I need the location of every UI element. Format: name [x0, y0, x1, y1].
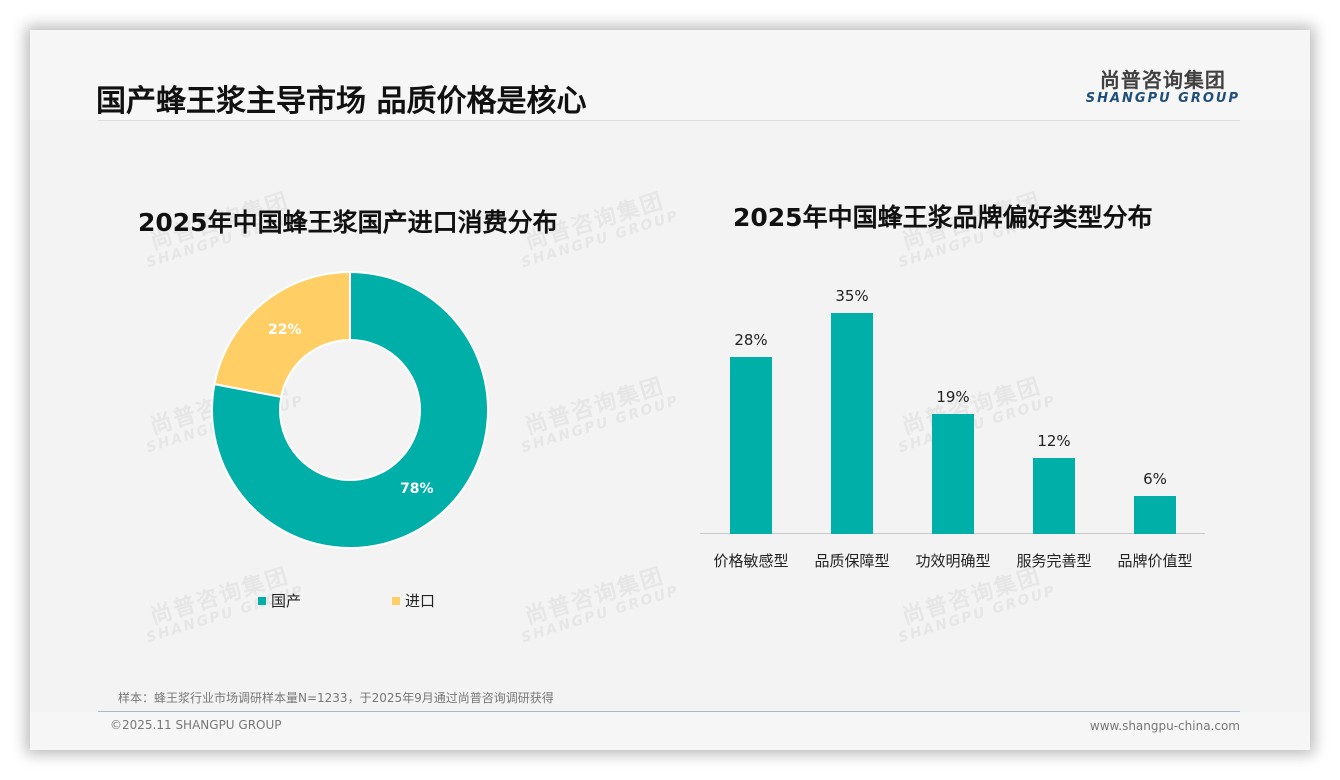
- bar-value-label: 35%: [835, 287, 869, 305]
- bar-value-label: 6%: [1143, 470, 1167, 489]
- donut-legend: 国产 进口: [258, 590, 435, 611]
- page-title: 国产蜂王浆主导市场 品质价格是核心: [96, 84, 587, 119]
- sample-footnote: 样本：蜂王浆行业市场调研样本量N=1233，于2025年9月通过尚普咨询调研获得: [118, 691, 554, 705]
- slide: 国产蜂王浆主导市场 品质价格是核心 尚普咨询集团 SHANGPU GROUP 尚…: [30, 30, 1310, 750]
- x-axis-category-label: 品质保障型: [814, 552, 890, 570]
- website-link[interactable]: www.shangpu-china.com: [1089, 719, 1240, 733]
- logo-en-text: SHANGPU GROUP: [1085, 91, 1240, 106]
- header-divider: [98, 120, 1240, 121]
- x-axis-category-label: 价格敏感型: [713, 552, 789, 570]
- donut-chart: 78% 22%: [210, 270, 490, 550]
- footer-band: [30, 712, 1310, 750]
- copyright-text: ©2025.11 SHANGPU GROUP: [110, 718, 282, 732]
- bar-value-label: 19%: [936, 388, 970, 407]
- bar-chart: 28% 35% 19% 12% 6% 价格敏感型 品质保障型 功效明确型 服务完…: [700, 280, 1210, 580]
- company-logo: 尚普咨询集团 SHANGPU GROUP: [1086, 64, 1240, 106]
- bar: [831, 313, 873, 534]
- legend-label: 进口: [405, 592, 436, 610]
- bar-group: 35%: [831, 287, 873, 534]
- bar: [1134, 496, 1176, 534]
- bar-group: 6%: [1134, 470, 1176, 534]
- donut-segment: [213, 270, 351, 399]
- donut-label-import: 22%: [268, 322, 302, 338]
- logo-cn-text: 尚普咨询集团: [1099, 68, 1226, 92]
- donut-svg: [211, 270, 489, 549]
- header-band: [30, 30, 1310, 120]
- bar-group: 12%: [1033, 432, 1075, 534]
- bar: [932, 414, 974, 534]
- donut-segment: [211, 270, 489, 549]
- legend-swatch-teal-icon: [258, 596, 266, 605]
- bar-group: 19%: [932, 388, 974, 534]
- bar-group: 28%: [730, 331, 772, 534]
- donut-label-domestic: 78%: [400, 481, 434, 497]
- x-axis-category-label: 服务完善型: [1016, 552, 1092, 570]
- bar: [730, 357, 772, 534]
- x-axis-category-label: 功效明确型: [915, 552, 991, 570]
- donut-chart-title: 2025年中国蜂王浆国产进口消费分布: [138, 208, 558, 237]
- legend-item-import: 进口: [392, 590, 435, 611]
- x-axis-category-label: 品牌价值型: [1117, 552, 1193, 570]
- footer-divider: [98, 711, 1240, 712]
- bar-chart-title: 2025年中国蜂王浆品牌偏好类型分布: [733, 203, 1153, 232]
- bar-value-label: 12%: [1037, 432, 1071, 451]
- bar: [1033, 458, 1075, 534]
- legend-item-domestic: 国产: [258, 590, 392, 611]
- legend-swatch-yellow-icon: [392, 596, 400, 605]
- legend-label: 国产: [271, 592, 302, 610]
- bar-value-label: 28%: [734, 331, 768, 350]
